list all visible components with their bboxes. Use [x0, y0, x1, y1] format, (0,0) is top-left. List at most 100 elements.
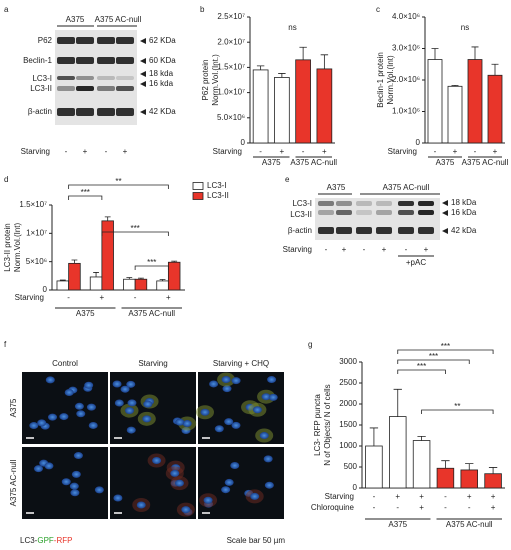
size-label: 60 KDa — [149, 56, 176, 65]
bar — [412, 440, 431, 489]
sign-label: - — [105, 147, 108, 156]
blot-band — [76, 86, 94, 91]
nucleus — [71, 470, 81, 478]
column-label: Control — [52, 359, 78, 368]
blot-band — [76, 57, 94, 64]
sign-label: - — [405, 245, 408, 254]
scale-bar-label: Scale bar 50 µm — [227, 536, 286, 545]
y-tick-label: 2000 — [339, 399, 357, 408]
significance-bracket — [397, 359, 470, 364]
size-arrow — [140, 38, 146, 44]
nucleus — [214, 425, 224, 433]
sign-label: + — [100, 293, 105, 302]
y-tick-label: 1.5×10⁷ — [217, 63, 245, 72]
size-arrow — [140, 58, 146, 64]
nucleus — [124, 407, 134, 415]
annotation: *** — [130, 224, 139, 233]
stain-part: LC3- — [20, 536, 38, 545]
error-bar — [441, 460, 450, 469]
nucleus — [70, 489, 80, 497]
bar — [467, 59, 483, 144]
stain-part: GPF — [37, 536, 54, 545]
blot-band — [336, 210, 352, 215]
panel-label: f — [4, 340, 7, 349]
nucleus — [231, 377, 241, 385]
bar — [484, 473, 502, 489]
y-axis-title: Norm.Vol.(Int) — [386, 55, 395, 105]
sign-label: - — [444, 492, 447, 501]
size-arrow — [442, 210, 448, 216]
y-axis-title: Norm.Vol.(Int) — [13, 222, 22, 272]
sign-label: + — [424, 245, 429, 254]
y-tick-label: 5.0×10⁶ — [217, 113, 245, 122]
nucleus — [112, 380, 122, 388]
cell-line-label: A375 AC-null — [95, 15, 142, 24]
blot-band — [318, 210, 334, 215]
y-axis-title: LC3-II protein — [3, 223, 12, 271]
size-arrow — [442, 228, 448, 234]
group-label: A375 AC-null — [290, 158, 337, 167]
nucleus — [174, 479, 184, 487]
nucleus — [74, 402, 84, 410]
y-axis-title: LC3- RFP puncta — [313, 394, 322, 456]
y-tick-label: 3.0×10⁶ — [392, 44, 420, 53]
error-bar — [471, 46, 479, 60]
error-bar — [299, 46, 307, 60]
nucleus — [200, 408, 210, 416]
significance-bracket — [68, 195, 103, 200]
nucleus — [224, 478, 234, 486]
nucleus — [182, 420, 192, 428]
sign-label: - — [134, 293, 137, 302]
panel-label: e — [285, 175, 290, 184]
nucleus — [113, 494, 123, 502]
blot-band — [76, 108, 94, 116]
blot-band — [376, 201, 392, 206]
error-bar — [393, 388, 402, 417]
panel-label: a — [4, 5, 9, 14]
error-bar — [93, 272, 99, 277]
sign-label: + — [280, 147, 285, 156]
nucleus — [230, 462, 240, 470]
annotation: ** — [454, 402, 460, 411]
blot-band — [116, 37, 134, 44]
cell-line-label: A375 AC-null — [383, 183, 430, 192]
blot-band — [318, 201, 334, 206]
sign-label: - — [468, 503, 471, 512]
nucleus — [221, 486, 231, 494]
group-label: A375 — [436, 158, 455, 167]
error-bar — [431, 48, 439, 60]
blot-band — [418, 227, 434, 234]
sign-label: - — [434, 147, 437, 156]
y-tick-label: 0 — [416, 138, 421, 147]
nucleus — [261, 393, 271, 401]
panel-label: c — [376, 5, 380, 14]
size-label: 62 KDa — [149, 36, 176, 45]
blot-band — [57, 86, 75, 91]
sign-label: + — [491, 492, 496, 501]
error-bar — [491, 63, 499, 76]
bar — [316, 68, 333, 144]
nucleus — [73, 452, 83, 460]
nucleus — [231, 421, 241, 429]
nucleus — [142, 415, 152, 423]
y-tick-label: 3000 — [339, 357, 357, 366]
annotation: ns — [461, 23, 469, 32]
nucleus — [221, 376, 231, 384]
cell-line-label: A375 — [327, 183, 346, 192]
group-label: A375 — [388, 520, 407, 529]
nucleus — [84, 381, 94, 389]
sign-label: - — [363, 245, 366, 254]
y-tick-label: 2.5×10⁷ — [217, 12, 245, 21]
nucleus — [264, 481, 274, 489]
nucleus — [120, 385, 130, 393]
nucleus — [152, 457, 162, 465]
nucleus — [222, 385, 232, 393]
error-bar — [104, 216, 111, 221]
blot-band — [376, 227, 392, 234]
panel-label: d — [4, 175, 8, 184]
blot-band — [318, 227, 334, 234]
sign-label: - — [373, 503, 376, 512]
stain-part: -RFP — [54, 536, 73, 545]
sign-label: + — [493, 147, 498, 156]
